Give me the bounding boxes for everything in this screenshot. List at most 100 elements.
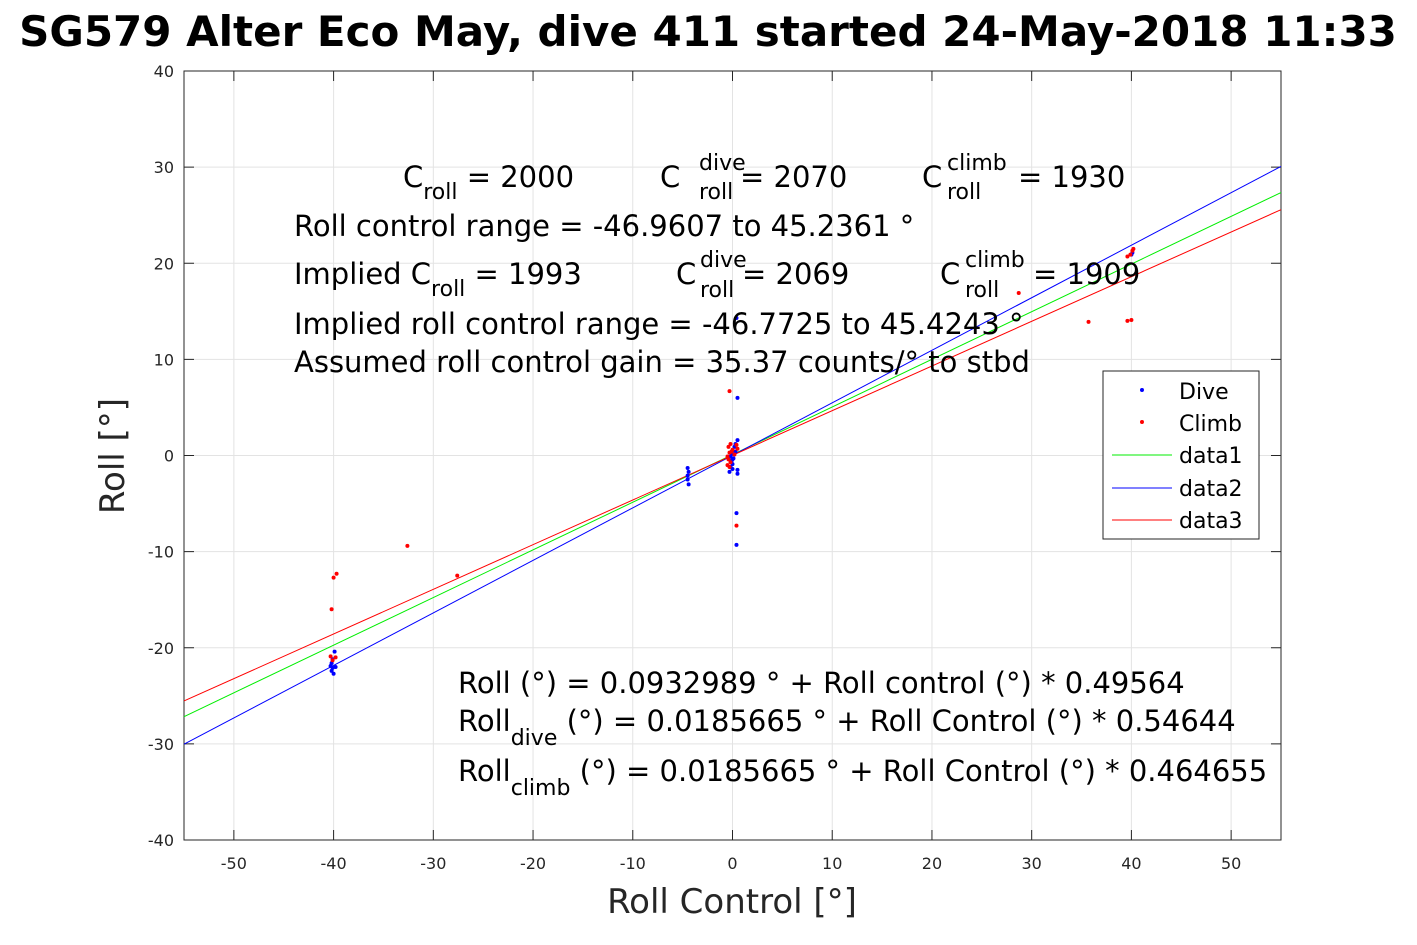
point-climb [330, 658, 335, 663]
axis-ticks: -50 -40 -30 -20 -10 0 10 20 30 40 50 -40 -30 -20 -10 0 1… [148, 62, 1281, 873]
annotation-gain: Assumed roll control gain = 35.37 counts… [294, 345, 1030, 379]
point-climb [1128, 252, 1133, 257]
legend-label-data1: data1 [1179, 444, 1243, 469]
y-tick-label: 30 [154, 158, 174, 177]
point-climb [727, 389, 732, 394]
y-tick-label: -40 [148, 831, 174, 850]
c-climb-value: = 1930 [1018, 160, 1125, 194]
implied-c-sub: roll [431, 277, 465, 302]
c-roll-value: = 2000 [458, 160, 575, 194]
implied-c-value: = 1993 [465, 257, 582, 291]
point-climb [1131, 246, 1136, 251]
fit-dive-sub: dive [511, 726, 558, 751]
x-tick-label: 40 [1121, 854, 1141, 873]
x-tick-label: 50 [1221, 854, 1241, 873]
point-climb [455, 573, 460, 578]
legend-label-climb: Climb [1179, 412, 1242, 437]
c-dive-sup: dive [699, 151, 746, 176]
point-dive [731, 456, 736, 461]
svg-text:Croll = 2000: Croll = 2000 [403, 160, 574, 205]
x-tick-label: -40 [321, 854, 347, 873]
fit-climb-rest: (°) = 0.0185665 ° + Roll Control (°) * 0… [570, 754, 1267, 788]
point-climb [334, 571, 339, 576]
point-climb [728, 441, 733, 446]
implied-dive-label: C [676, 257, 696, 291]
fit-dive-base: Roll [458, 704, 511, 738]
legend-label-data2: data2 [1179, 477, 1243, 502]
point-dive [735, 395, 740, 400]
point-dive [686, 469, 691, 474]
point-dive [730, 466, 735, 471]
point-climb [329, 607, 334, 612]
legend-marker-dive [1140, 388, 1144, 392]
x-tick-label: -50 [221, 854, 247, 873]
x-tick-label: 0 [727, 854, 737, 873]
x-tick-label: -20 [520, 854, 546, 873]
c-climb-label: C [922, 160, 942, 194]
annotation-c-roll-line: Croll = 2000 C dive roll = 2070 C climb … [403, 151, 1125, 205]
point-climb [732, 452, 737, 457]
fit-climb-base: Roll [458, 754, 511, 788]
point-dive [735, 471, 740, 476]
point-dive [331, 671, 336, 676]
fit-dive-rest: (°) = 0.0185665 ° + Roll Control (°) * 0… [557, 704, 1235, 738]
point-dive [685, 465, 690, 470]
svg-text:Implied Croll = 1993: Implied Croll = 1993 [294, 257, 582, 302]
x-tick-label: -10 [620, 854, 646, 873]
chart-title: SG579 Alter Eco May, dive 411 started 24… [19, 7, 1397, 56]
x-tick-label: 20 [922, 854, 942, 873]
point-climb [734, 523, 739, 528]
implied-dive-value: = 2069 [742, 257, 849, 291]
point-climb [1086, 319, 1091, 324]
c-dive-label: C [660, 160, 680, 194]
point-dive [686, 482, 691, 487]
point-dive [332, 649, 337, 654]
implied-climb-sup: climb [965, 248, 1025, 273]
annotation-fit-climb: Rollclimb (°) = 0.0185665 ° + Roll Contr… [458, 754, 1267, 801]
point-dive [728, 454, 733, 459]
x-tick-label: 30 [1022, 854, 1042, 873]
fit-climb-sub: climb [511, 776, 571, 801]
point-climb [729, 449, 734, 454]
c-climb-sup: climb [947, 151, 1007, 176]
point-dive [734, 316, 739, 321]
point-dive [685, 473, 690, 478]
y-tick-label: 40 [154, 62, 174, 81]
point-climb [726, 444, 731, 449]
point-climb [728, 460, 733, 465]
point-climb [331, 575, 336, 580]
point-dive [685, 477, 690, 482]
point-climb [735, 446, 740, 451]
implied-climb-label: C [940, 257, 960, 291]
legend-label-dive: Dive [1179, 380, 1229, 405]
point-climb [1125, 254, 1130, 259]
legend-marker-climb [1140, 420, 1144, 424]
y-tick-label: 20 [154, 254, 174, 273]
point-dive [735, 467, 740, 472]
y-tick-label: -10 [148, 543, 174, 562]
x-axis-label: Roll Control [°] [607, 882, 857, 922]
x-tick-label: -30 [420, 854, 446, 873]
implied-c-label: Implied C [294, 257, 431, 291]
point-climb [726, 457, 731, 462]
point-climb [405, 543, 410, 548]
point-climb [727, 465, 732, 470]
c-roll-sub: roll [423, 180, 457, 205]
c-dive-value: = 2070 [740, 160, 847, 194]
annotation-range: Roll control range = -46.9607 to 45.2361… [294, 209, 914, 243]
implied-dive-sub: roll [700, 278, 734, 303]
point-dive [333, 664, 338, 669]
point-dive [734, 511, 739, 516]
c-climb-sub: roll [947, 180, 981, 205]
annotation-fit-all: Roll (°) = 0.0932989 ° + Roll control (°… [458, 666, 1185, 700]
point-climb [1125, 318, 1130, 323]
implied-climb-sub: roll [965, 278, 999, 303]
c-roll-label: C [403, 160, 423, 194]
legend-label-data3: data3 [1179, 509, 1243, 534]
annotation-implied-line: Implied Croll = 1993 C dive roll = 2069 … [294, 248, 1140, 303]
implied-climb-value: = 1909 [1033, 257, 1140, 291]
point-dive [734, 542, 739, 547]
point-dive [735, 438, 740, 443]
y-tick-label: -20 [148, 639, 174, 658]
